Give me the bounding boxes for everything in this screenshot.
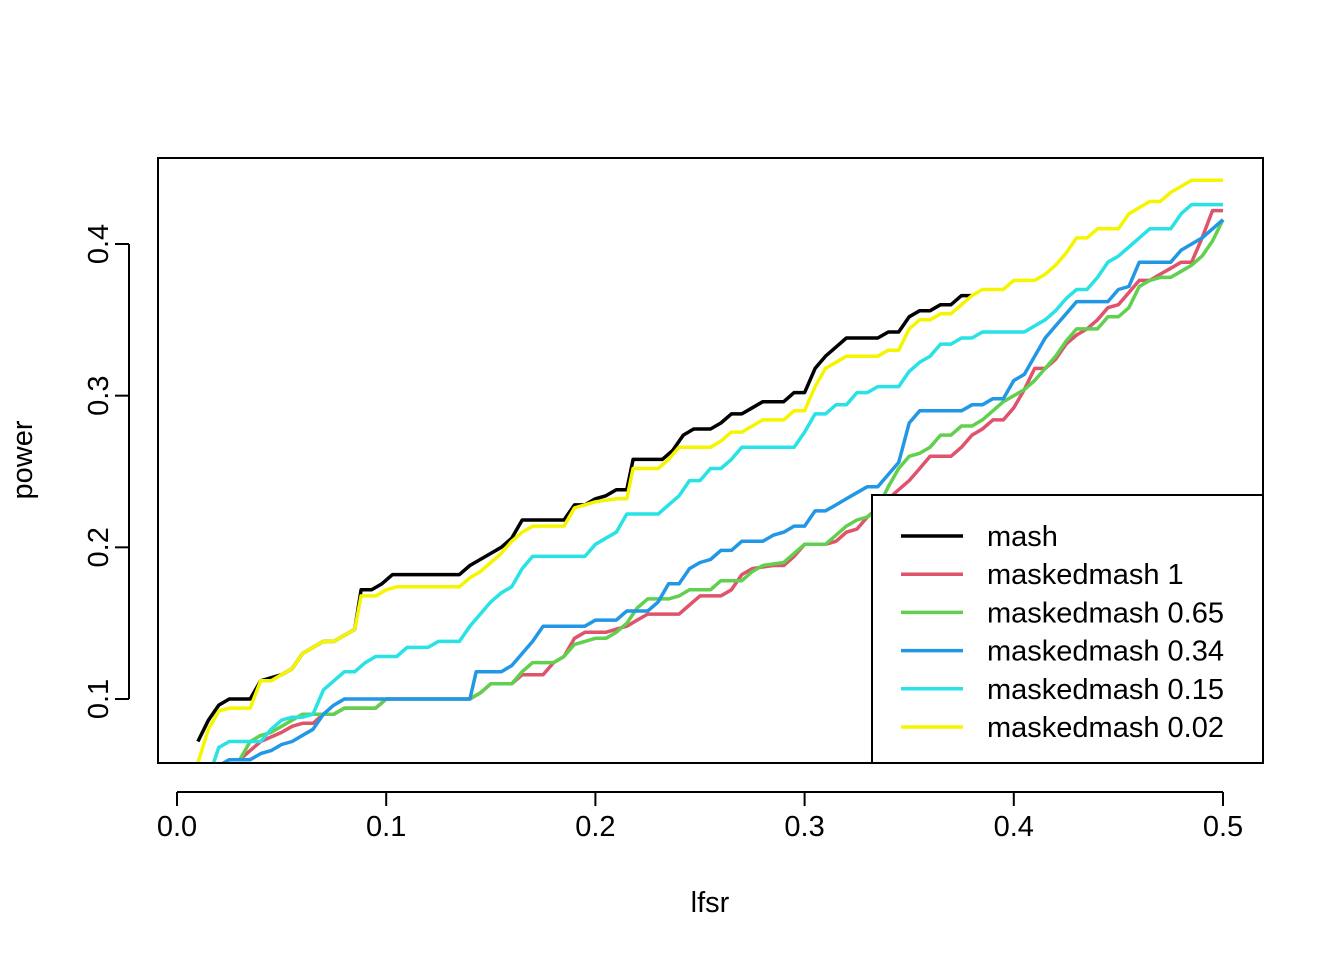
y-tick-label: 0.3 (83, 376, 115, 416)
y-tick-label: 0.4 (83, 224, 115, 264)
x-tick-label: 0.0 (157, 811, 197, 843)
x-tick-label: 0.3 (784, 811, 824, 843)
legend-label: mash (987, 521, 1058, 553)
legend: mash maskedmash 1 maskedmash 0.65 maskedmas… (871, 494, 1264, 764)
legend-label: maskedmash 0.34 (987, 636, 1224, 668)
legend-label: maskedmash 0.15 (987, 674, 1224, 706)
x-tick-label: 0.5 (1203, 811, 1243, 843)
legend-label: maskedmash 0.02 (987, 712, 1224, 744)
legend-label: maskedmash 0.65 (987, 597, 1224, 629)
x-tick-label: 0.4 (994, 811, 1034, 843)
x-tick-label: 0.1 (366, 811, 406, 843)
x-tick-label: 0.2 (575, 811, 615, 843)
legend-label: maskedmash 1 (987, 559, 1184, 591)
x-axis-title: lfsr (691, 887, 730, 919)
y-axis-title: power (7, 420, 39, 499)
legend-box (871, 494, 1264, 764)
series-layer (196, 178, 1225, 763)
series-line-5 (196, 178, 1223, 763)
y-tick-label: 0.2 (83, 527, 115, 567)
y-axis: 0.1 0.2 0.3 0.4 (83, 224, 130, 719)
series-line-4 (211, 202, 1223, 763)
series-line-3 (219, 218, 1225, 763)
x-axis: 0.0 0.1 0.2 0.3 0.4 0.5 (157, 791, 1243, 843)
series-line-2 (238, 218, 1225, 761)
y-tick-label: 0.1 (83, 679, 115, 719)
plot-frame (157, 157, 1264, 764)
